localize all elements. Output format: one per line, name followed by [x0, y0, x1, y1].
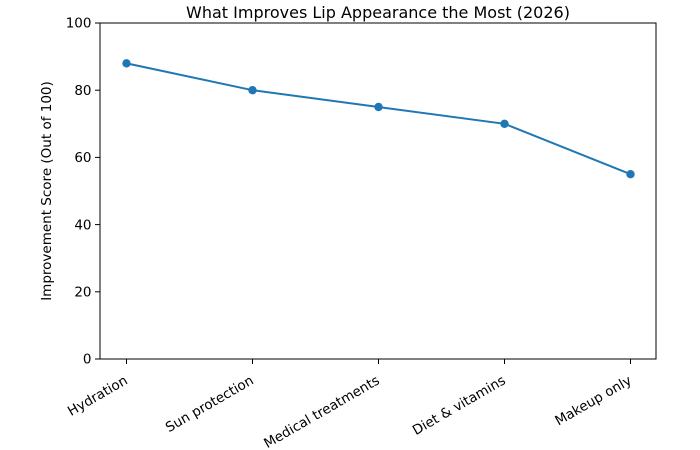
x-tick-label: Sun protection — [163, 373, 257, 436]
chart-title: What Improves Lip Appearance the Most (2… — [186, 3, 570, 22]
y-tick-label: 80 — [74, 83, 91, 99]
data-line — [125, 62, 632, 176]
data-point-marker — [374, 102, 383, 112]
y-tick-label: 20 — [74, 285, 91, 301]
data-point-marker — [626, 170, 635, 179]
y-tick-label: 100 — [66, 16, 92, 32]
y-tick-label: 0 — [83, 352, 92, 368]
x-tick-label: Makeup only — [552, 373, 634, 430]
x-tick-label: Hydration — [65, 373, 131, 420]
data-point-marker — [248, 86, 257, 95]
data-point-marker — [122, 59, 131, 68]
x-tick-label: Diet & vitamins — [410, 373, 509, 439]
data-point-marker — [500, 119, 509, 128]
y-tick-label: 40 — [74, 217, 91, 233]
plot-area-border — [99, 22, 657, 360]
y-tick-label: 60 — [74, 150, 91, 166]
x-tick-label: Medical treatments — [261, 373, 382, 450]
